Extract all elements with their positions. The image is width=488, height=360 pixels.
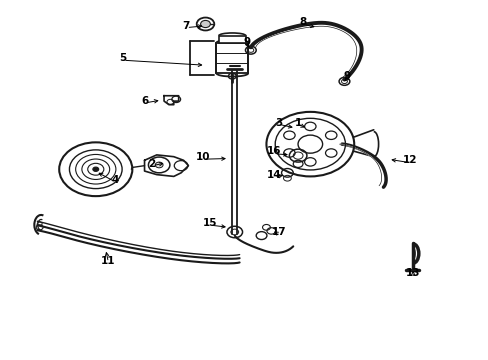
Circle shape xyxy=(155,162,163,168)
Text: 15: 15 xyxy=(203,218,217,228)
Text: 9: 9 xyxy=(343,71,350,81)
Text: 7: 7 xyxy=(182,21,189,31)
Text: 8: 8 xyxy=(299,17,306,27)
Text: 4: 4 xyxy=(111,175,119,185)
Text: 9: 9 xyxy=(243,37,250,47)
Text: 6: 6 xyxy=(141,96,148,106)
Text: 12: 12 xyxy=(402,155,417,165)
Text: 5: 5 xyxy=(119,53,126,63)
Text: 16: 16 xyxy=(266,146,281,156)
Text: 11: 11 xyxy=(101,256,115,266)
Text: 13: 13 xyxy=(405,268,419,278)
Bar xyxy=(216,43,247,73)
Circle shape xyxy=(93,167,99,171)
Text: 3: 3 xyxy=(274,118,282,128)
Circle shape xyxy=(200,21,210,28)
Text: 2: 2 xyxy=(148,159,155,169)
Text: 14: 14 xyxy=(266,170,281,180)
Bar xyxy=(219,36,245,43)
Text: 10: 10 xyxy=(195,152,210,162)
Text: 17: 17 xyxy=(271,227,285,237)
Text: 1: 1 xyxy=(294,118,301,128)
